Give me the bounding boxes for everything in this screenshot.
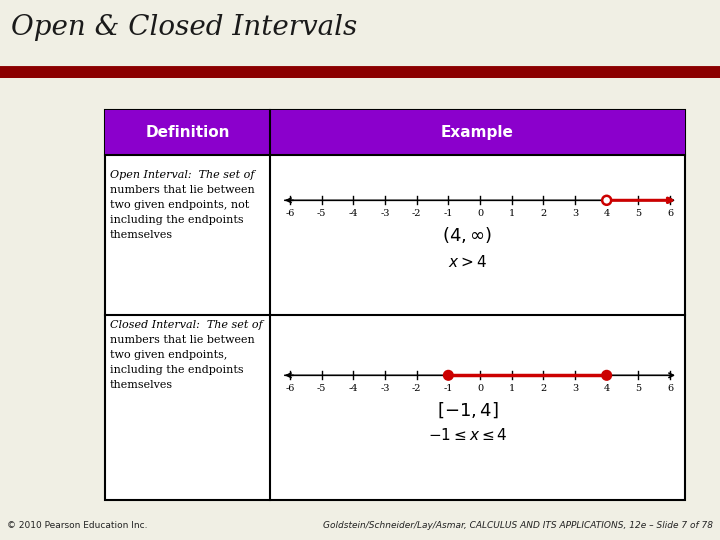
Circle shape (444, 371, 453, 380)
Text: 6: 6 (667, 210, 673, 218)
Circle shape (602, 371, 611, 380)
Text: 6: 6 (667, 384, 673, 393)
Text: $[-1, 4]$: $[-1, 4]$ (436, 401, 498, 420)
Bar (105, 110, 685, 156)
Text: -2: -2 (412, 210, 421, 218)
Text: 2: 2 (540, 384, 546, 393)
Text: © 2010 Pearson Education Inc.: © 2010 Pearson Education Inc. (7, 521, 148, 530)
Text: Open & Closed Intervals: Open & Closed Intervals (11, 14, 357, 41)
Text: 0: 0 (477, 384, 483, 393)
Text: -3: -3 (380, 384, 390, 393)
Text: -5: -5 (317, 384, 326, 393)
Text: -1: -1 (444, 384, 453, 393)
Text: 1: 1 (508, 210, 515, 218)
Text: $-1 \leq x \leq 4$: $-1 \leq x \leq 4$ (428, 427, 508, 443)
Text: 0: 0 (477, 210, 483, 218)
Text: 4: 4 (603, 210, 610, 218)
Text: 5: 5 (635, 384, 642, 393)
Text: -5: -5 (317, 210, 326, 218)
Circle shape (602, 196, 611, 205)
Text: -3: -3 (380, 210, 390, 218)
Text: $x>4$: $x>4$ (448, 254, 487, 271)
Text: Example: Example (441, 125, 514, 140)
Text: Closed Interval:  The set of: Closed Interval: The set of (110, 320, 263, 330)
Text: -4: -4 (348, 210, 358, 218)
Text: numbers that lie between
two given endpoints, not
including the endpoints
themse: numbers that lie between two given endpo… (110, 185, 255, 240)
Text: -2: -2 (412, 384, 421, 393)
Text: 5: 5 (635, 210, 642, 218)
Text: Open Interval:  The set of: Open Interval: The set of (110, 170, 254, 180)
Text: $(4,\infty)$: $(4,\infty)$ (442, 225, 492, 245)
Text: Definition: Definition (145, 125, 230, 140)
Text: -1: -1 (444, 210, 453, 218)
Text: 4: 4 (603, 384, 610, 393)
Text: -6: -6 (285, 384, 294, 393)
Bar (105, 110, 685, 500)
Text: 2: 2 (540, 210, 546, 218)
Text: 1: 1 (508, 384, 515, 393)
Text: -4: -4 (348, 384, 358, 393)
Text: Goldstein/Schneider/Lay/Asmar, CALCULUS AND ITS APPLICATIONS, 12e – Slide 7 of 7: Goldstein/Schneider/Lay/Asmar, CALCULUS … (323, 521, 713, 530)
Text: -6: -6 (285, 210, 294, 218)
Text: 3: 3 (572, 384, 578, 393)
Text: numbers that lie between
two given endpoints,
including the endpoints
themselves: numbers that lie between two given endpo… (110, 335, 255, 390)
Text: 3: 3 (572, 210, 578, 218)
